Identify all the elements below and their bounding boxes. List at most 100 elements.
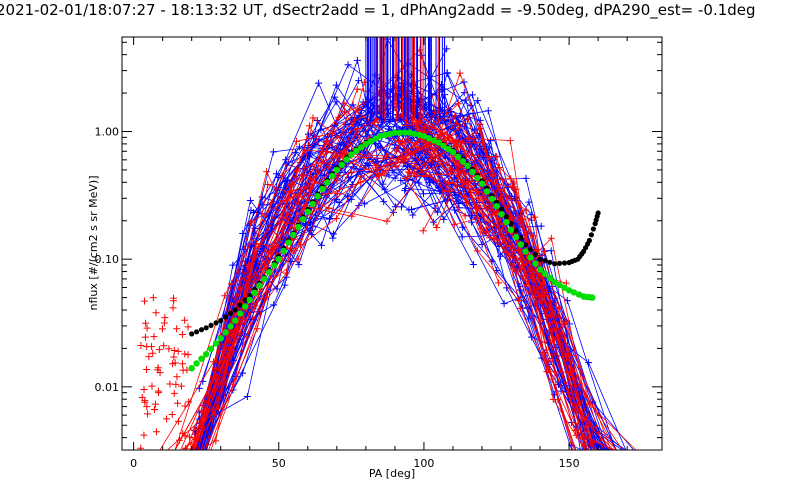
axes-layer: 0 50 100 150 0.01 0.10 1.00 [95, 37, 662, 470]
fit-point [324, 179, 331, 186]
sweep-line [404, 140, 604, 450]
y-tick-label: 0.01 [95, 381, 120, 394]
fit-point [478, 180, 486, 187]
fit-point [537, 256, 543, 262]
fit-point [198, 355, 205, 362]
fit-point [247, 292, 253, 298]
fit-point [329, 172, 336, 180]
fit-point [527, 247, 534, 253]
fit-point [483, 188, 491, 195]
fit-point [546, 274, 554, 282]
fit-point [556, 260, 563, 266]
measurement-series [419, 179, 585, 450]
fit-point [542, 258, 548, 264]
y-tick-label: 0.10 [95, 253, 120, 266]
fit-point [251, 289, 258, 296]
fit-point [353, 147, 360, 155]
fit-point [377, 132, 384, 140]
fit-point [503, 214, 509, 220]
fit-point [425, 135, 433, 142]
chart-title: 2021-02-01/18:07:27 - 18:13:32 UT, dSect… [0, 1, 756, 19]
fit-point [338, 161, 345, 168]
fit-point [198, 327, 205, 333]
data-layer [137, 37, 637, 450]
fit-point [595, 210, 601, 216]
sweep-line [180, 136, 432, 450]
fit-point [551, 279, 558, 286]
fit-point [213, 320, 219, 326]
fit-point [203, 325, 209, 331]
fit-point [435, 139, 442, 146]
sweep-line [421, 130, 637, 450]
x-tick-label: 50 [272, 457, 286, 470]
fit-point [391, 129, 399, 136]
fit-point [237, 310, 244, 317]
fit-point [290, 231, 297, 239]
fit-point [285, 239, 292, 246]
fit-point [217, 335, 224, 342]
fit-point [270, 262, 278, 269]
sweep-line [419, 128, 606, 450]
measurement-series [402, 125, 608, 450]
fit-point [246, 296, 253, 304]
fit-point [203, 351, 210, 358]
fit-point [518, 235, 524, 241]
y-axis-label: nflux [#/(cm2 s sr MeV)] [87, 176, 100, 311]
error-bars [365, 37, 446, 124]
fit-point [513, 228, 519, 234]
fit-point [275, 256, 282, 263]
fit-point [459, 158, 466, 165]
sweep-line [405, 103, 574, 450]
fit-point [242, 297, 248, 303]
fit-point [522, 248, 529, 255]
fit-point [333, 166, 340, 174]
fit-point [507, 226, 515, 233]
sweep-line [166, 138, 369, 450]
fit-point [556, 281, 563, 289]
fit-point [348, 151, 355, 158]
fit-point [493, 203, 500, 210]
fit-point [469, 168, 476, 175]
fit-point [232, 307, 238, 313]
fit-point [256, 282, 263, 289]
fit-point [464, 162, 471, 169]
fit-point [420, 132, 428, 140]
fit-point [362, 140, 370, 148]
fit-point [532, 251, 539, 258]
measurement-series [412, 119, 590, 450]
fit-point [319, 185, 326, 193]
fit-point [449, 148, 457, 156]
fit-point [382, 131, 389, 139]
sweep-line [407, 159, 616, 450]
plot-frame [121, 36, 663, 451]
measurement-series [193, 107, 381, 450]
x-axis-label: PA [deg] [369, 467, 415, 480]
fit-point [396, 129, 403, 136]
sweep-line [200, 125, 415, 450]
sweep-line [198, 136, 450, 450]
fit-point [454, 153, 462, 160]
measurement-series [182, 118, 379, 450]
fit-point [527, 254, 534, 261]
fit-point [589, 294, 596, 301]
fit-point [232, 317, 239, 324]
fit-point [445, 145, 452, 153]
fit-point [193, 360, 200, 367]
fit-point [522, 242, 529, 248]
fit-point [188, 365, 195, 372]
fit-point [300, 216, 307, 223]
fit-point [536, 266, 544, 273]
measurement-series [418, 127, 637, 450]
measurement-series [190, 132, 500, 434]
fit-point [367, 138, 374, 145]
fit-point [218, 318, 224, 324]
measurement-series [166, 135, 372, 450]
fit-point [541, 270, 549, 277]
fit-point [237, 302, 243, 308]
fit-point [228, 310, 234, 316]
fit-point [565, 287, 573, 294]
fit-point [508, 221, 514, 227]
x-tick-label: 100 [413, 457, 434, 470]
fit-point [304, 208, 311, 215]
sweep-line [199, 149, 387, 450]
